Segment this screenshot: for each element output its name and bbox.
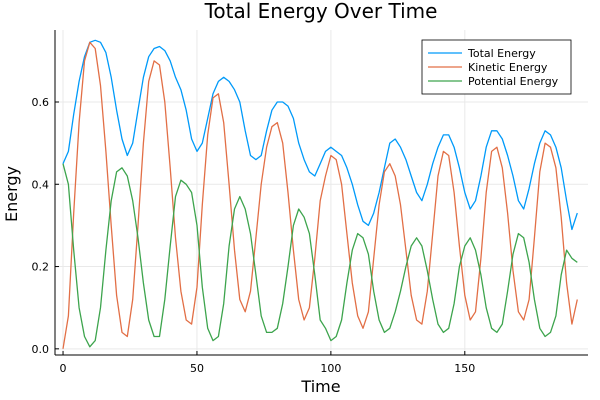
series-layer — [62, 39, 578, 349]
axes-layer — [54, 30, 588, 356]
potential-energy-line — [62, 163, 578, 348]
y-axis-label: Energy — [2, 166, 21, 222]
kinetic-energy-line — [62, 41, 578, 349]
y-tick-label: 0.0 — [32, 343, 50, 356]
x-tick-label: 0 — [60, 362, 67, 375]
ticks-layer: 0 50 100 150 0.0 0.2 0.4 0.6 — [32, 96, 476, 375]
legend: Total Energy Kinetic Energy Potential En… — [421, 39, 572, 95]
legend-label-total: Total Energy — [467, 47, 536, 60]
x-tick-label: 150 — [454, 362, 475, 375]
chart-title: Total Energy Over Time — [204, 0, 438, 23]
x-tick-label: 100 — [320, 362, 341, 375]
total-energy-line — [62, 39, 578, 231]
legend-label-potential: Potential Energy — [468, 75, 559, 88]
x-axis-label: Time — [300, 377, 340, 396]
y-tick-label: 0.6 — [32, 96, 50, 109]
y-tick-label: 0.2 — [32, 261, 50, 274]
legend-label-kinetic: Kinetic Energy — [468, 61, 548, 74]
y-tick-label: 0.4 — [32, 178, 50, 191]
x-tick-label: 50 — [190, 362, 204, 375]
